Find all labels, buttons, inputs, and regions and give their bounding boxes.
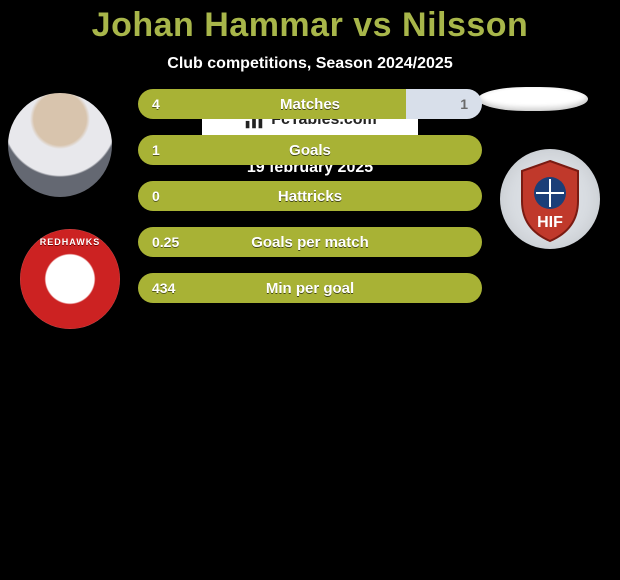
- stat-left-value: 434: [138, 273, 482, 303]
- left-player-avatar: [8, 93, 112, 197]
- stat-bar: 41Matches: [138, 89, 482, 119]
- left-club-badge: [20, 229, 120, 329]
- stat-bar: 10Goals: [138, 135, 482, 165]
- right-player-avatar: [478, 87, 588, 111]
- stat-left-value: 1: [138, 135, 482, 165]
- comparison-stage: REDHAWKS HIF 41Matches10Goals00Hattricks…: [0, 99, 620, 499]
- stat-left-value: 0.25: [138, 227, 482, 257]
- comparison-bars: 41Matches 10Goals 00Hattricks 0.25Goals per…: [138, 89, 482, 319]
- stat-bar: 00Hattricks: [138, 181, 482, 211]
- page-subtitle: Club competitions, Season 2024/2025: [0, 55, 620, 73]
- stat-left-value: 4: [138, 89, 406, 119]
- stat-left-value: 0: [138, 181, 482, 211]
- page-title: Johan Hammar vs Nilsson: [0, 0, 620, 45]
- stat-bar: 0.25Goals per match: [138, 227, 482, 257]
- stat-right-value: 1: [406, 89, 482, 119]
- svg-text:HIF: HIF: [537, 214, 563, 231]
- stat-bar: 434Min per goal: [138, 273, 482, 303]
- right-club-badge: HIF: [500, 149, 600, 249]
